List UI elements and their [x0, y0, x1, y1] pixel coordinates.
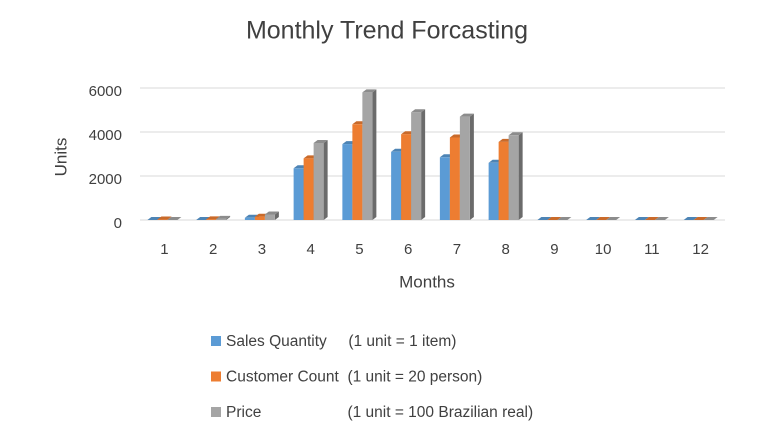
x-tick-label: 7 — [453, 241, 461, 258]
bar-side — [470, 114, 474, 220]
bar — [450, 138, 460, 221]
bar — [314, 143, 324, 220]
bar — [411, 112, 421, 220]
x-tick-label: 2 — [209, 241, 217, 258]
x-tick-label: 1 — [160, 241, 168, 258]
x-tick-label: 8 — [501, 241, 509, 258]
bar — [304, 158, 314, 220]
y-axis-title: Units — [51, 138, 70, 177]
x-tick-label: 5 — [355, 241, 363, 258]
bar — [401, 134, 411, 220]
x-tick-label: 12 — [692, 241, 709, 258]
bar — [489, 163, 499, 220]
bar — [206, 219, 216, 220]
x-tick-label: 4 — [306, 241, 314, 258]
bar-side — [421, 109, 425, 220]
bar — [352, 124, 362, 220]
bar — [362, 92, 372, 220]
bar — [440, 157, 450, 220]
bar-side — [324, 140, 328, 220]
bar — [216, 219, 226, 220]
y-tick-label: 4000 — [89, 127, 122, 144]
bar — [342, 144, 352, 220]
bar — [245, 218, 255, 220]
legend-label: Sales Quantity (1 unit = 1 item) — [226, 333, 456, 350]
y-tick-label: 0 — [114, 215, 122, 232]
x-tick-label: 11 — [644, 241, 660, 258]
x-tick-label: 9 — [550, 241, 558, 258]
legend-label: Customer Count (1 unit = 20 person) — [226, 369, 482, 386]
bar — [509, 135, 519, 220]
x-tick-label: 10 — [595, 241, 612, 258]
chart-title: Monthly Trend Forcasting — [246, 17, 528, 45]
y-tick-label: 6000 — [89, 83, 122, 100]
x-tick-label: 3 — [258, 241, 266, 258]
bar-side — [519, 132, 523, 220]
x-tick-label: 6 — [404, 241, 412, 258]
legend-swatch — [211, 336, 221, 346]
bar — [265, 215, 275, 221]
bar — [294, 168, 304, 220]
legend-swatch — [211, 407, 221, 417]
bar — [391, 152, 401, 220]
y-tick-label: 2000 — [89, 171, 122, 188]
legend-label: Price (1 unit = 100 Brazilian real) — [226, 404, 533, 421]
bar — [460, 117, 470, 220]
x-axis-title: Months — [399, 272, 455, 291]
bar — [499, 142, 509, 220]
bar — [255, 217, 265, 220]
bar-side — [372, 89, 376, 220]
legend-swatch — [211, 372, 221, 382]
